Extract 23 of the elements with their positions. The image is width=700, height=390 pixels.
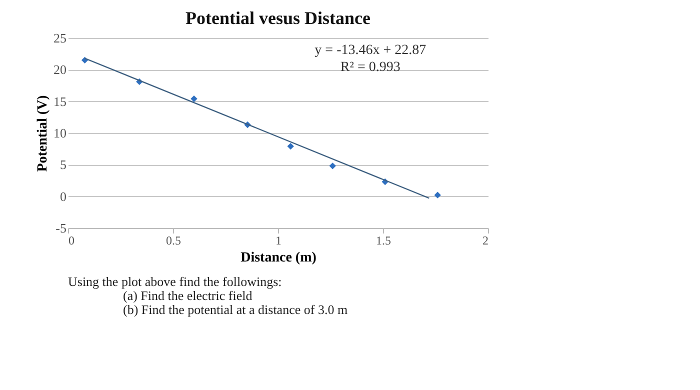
x-tick-label: 2 <box>482 234 488 248</box>
y-tick-label: 15 <box>54 94 66 109</box>
x-tick-label: 0.5 <box>166 234 181 248</box>
x-tick-label: 1.5 <box>376 234 391 248</box>
y-axis-title: Potential (V) <box>36 94 50 172</box>
point <box>190 95 198 102</box>
point <box>329 162 336 170</box>
y-tick-label: 20 <box>54 62 66 78</box>
annotation: R² = 0.993 <box>340 60 400 75</box>
text: (a) Find the electric field <box>123 288 253 303</box>
chart-title: Potential vesus Distance <box>186 8 370 28</box>
y-tick-label: 25 <box>54 30 66 46</box>
x-axis-title: Distance (m) <box>240 250 317 266</box>
y-tick-label: 5 <box>60 157 66 172</box>
point <box>434 192 441 198</box>
point <box>287 142 294 150</box>
y-tick-label: 0 <box>60 188 66 204</box>
y-tick-label: -5 <box>56 220 66 236</box>
text: Using the plot above find the followings: <box>68 274 282 289</box>
annotation: y = -13.46x + 22.87 <box>314 43 426 58</box>
text: (b) Find the potential at a distance of 3.0 m <box>123 302 348 317</box>
x-tick-label: 1 <box>276 234 282 248</box>
y-tick-label: 10 <box>54 126 66 140</box>
